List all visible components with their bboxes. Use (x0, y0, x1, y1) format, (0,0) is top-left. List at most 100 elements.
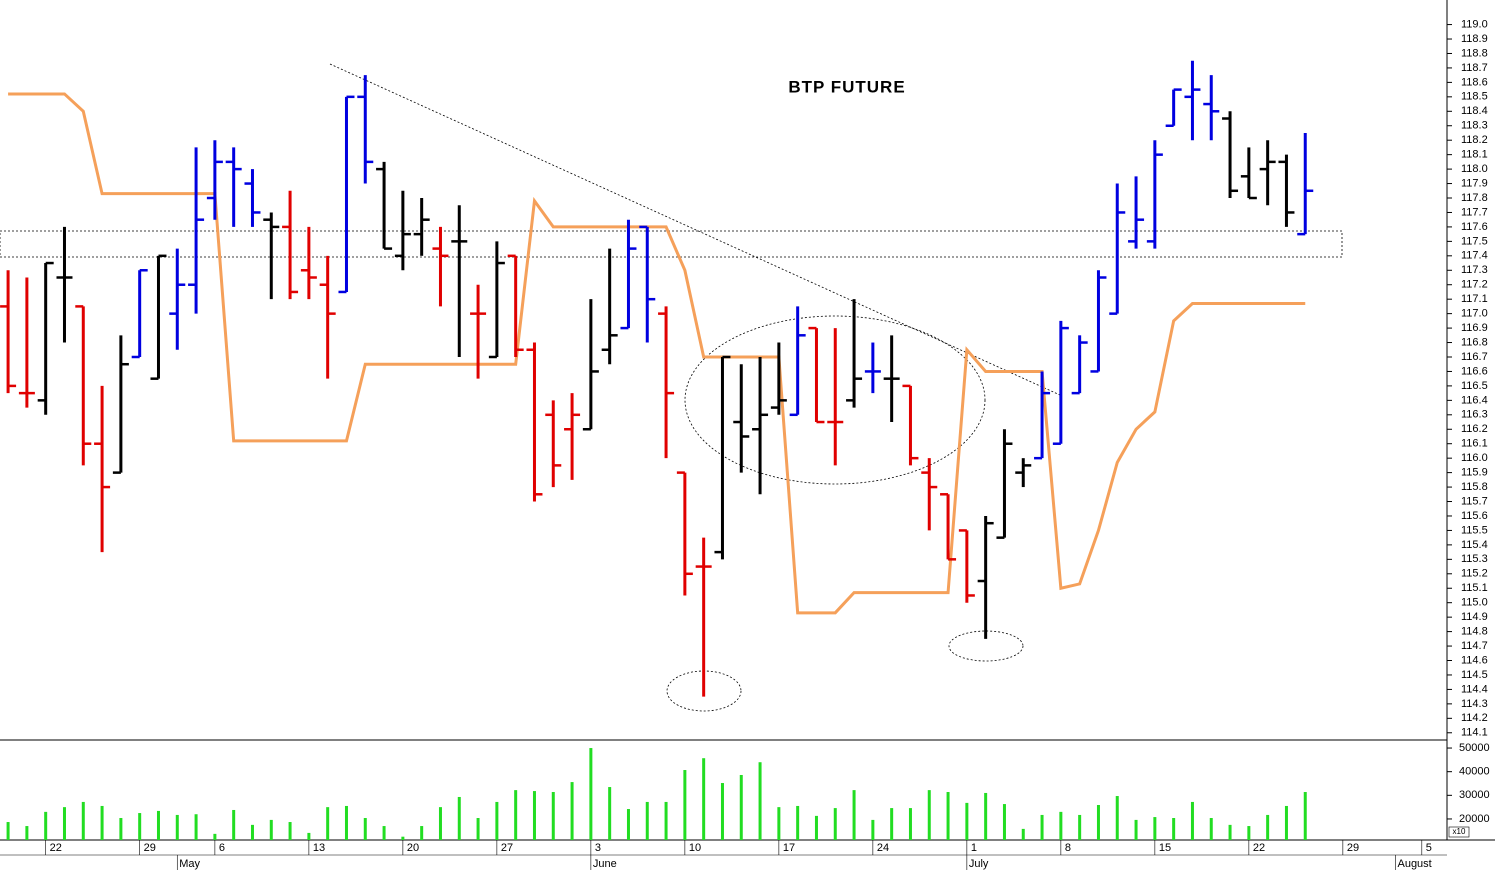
y-tick-label: 118.0 (1461, 163, 1488, 175)
unit-label: x10 (1453, 827, 1466, 836)
x-tick-label: 29 (144, 842, 156, 854)
volume-bar (1266, 814, 1270, 840)
volume-bar (1059, 811, 1063, 840)
y-tick-label: 115.3 (1461, 553, 1488, 565)
volume-bar (363, 818, 367, 840)
volume-bar (344, 805, 348, 840)
y-tick-label: 115.1 (1461, 582, 1488, 594)
y-tick-label: 118.2 (1461, 134, 1488, 146)
y-tick-label: 114.1 (1461, 727, 1488, 739)
volume-bar (777, 807, 781, 840)
y-tick-label: 116.9 (1461, 322, 1488, 334)
y-tick-label: 116.0 (1461, 452, 1488, 464)
y-tick-label: 118.6 (1461, 76, 1488, 88)
volume-bar (1303, 792, 1307, 840)
volume-bar (250, 824, 254, 840)
y-tick-label: 30000 (1459, 789, 1490, 801)
y-tick-label: 115.2 (1461, 568, 1488, 580)
y-tick-label: 115.6 (1461, 510, 1488, 522)
volume-bar (890, 808, 894, 840)
volume-bar (100, 805, 104, 840)
y-tick-label: 116.5 (1461, 380, 1488, 392)
volume-bar (532, 791, 536, 840)
volume-bar (1021, 828, 1025, 840)
volume-bar (269, 819, 273, 840)
y-tick-label: 116.1 (1461, 438, 1488, 450)
y-tick-label: 114.8 (1461, 626, 1488, 638)
x-tick-label: 29 (1347, 842, 1359, 854)
y-tick-label: 115.7 (1461, 495, 1488, 507)
x-tick-label: 5 (1426, 842, 1432, 854)
volume-bar (927, 790, 931, 840)
x-tick-label: 22 (50, 842, 62, 854)
volume-bar (852, 790, 856, 840)
volume-bar (457, 796, 461, 840)
volume-bar (232, 809, 236, 840)
y-tick-label: 117.3 (1461, 264, 1488, 276)
y-tick-label: 116.3 (1461, 409, 1488, 421)
y-tick-label: 115.9 (1461, 467, 1488, 479)
x-tick-label: 27 (501, 842, 513, 854)
y-tick-label: 115.0 (1461, 597, 1488, 609)
highlight-ellipse (684, 315, 986, 485)
x-tick-label: 6 (219, 842, 225, 854)
y-tick-label: 118.4 (1461, 105, 1488, 117)
x-tick-label: 10 (689, 842, 701, 854)
volume-bar (62, 807, 66, 840)
volume-bar (288, 822, 292, 840)
month-label: May (179, 858, 200, 870)
volume-bar (382, 826, 386, 840)
x-tick-label: 13 (313, 842, 325, 854)
volume-bar (213, 833, 217, 840)
volume-bar (984, 792, 988, 840)
y-tick-label: 115.8 (1461, 481, 1488, 493)
volume-bar (6, 822, 10, 840)
month-label: June (593, 858, 617, 870)
x-tick-label: 1 (971, 842, 977, 854)
volume-bar (420, 826, 424, 840)
y-tick-label: 116.6 (1461, 365, 1488, 377)
x-tick-label: 3 (595, 842, 601, 854)
x-tick-label: 8 (1065, 842, 1071, 854)
volume-bar (476, 818, 480, 840)
volume-bar (1078, 814, 1082, 840)
y-tick-label: 114.3 (1461, 698, 1488, 710)
volume-bar (1134, 819, 1138, 840)
y-tick-label: 117.7 (1461, 206, 1488, 218)
x-tick-label: 17 (783, 842, 795, 854)
volume-bar (194, 814, 198, 840)
volume-bar (908, 808, 912, 840)
volume-bar (25, 826, 29, 840)
volume-bar (551, 792, 555, 840)
x-tick-label: 20 (407, 842, 419, 854)
x-tick-label: 15 (1159, 842, 1171, 854)
volume-bar (814, 815, 818, 840)
y-tick-label: 115.4 (1461, 539, 1488, 551)
volume-bar (514, 790, 518, 840)
x-tick-label: 24 (877, 842, 889, 854)
volume-bar (965, 802, 969, 840)
y-tick-label: 118.8 (1461, 47, 1488, 59)
y-tick-label: 118.9 (1461, 33, 1488, 45)
volume-bar (1190, 801, 1194, 840)
volume-bar (138, 813, 142, 840)
y-tick-label: 118.7 (1461, 62, 1488, 74)
y-tick-label: 118.1 (1461, 149, 1488, 161)
y-tick-label: 50000 (1459, 742, 1490, 754)
volume-bar (1153, 817, 1157, 840)
volume-bar (664, 801, 668, 840)
volume-bar (1228, 824, 1232, 840)
volume-bar (796, 805, 800, 840)
volume-bar (1172, 818, 1176, 840)
volume-bar (495, 801, 499, 840)
y-tick-label: 117.1 (1461, 293, 1488, 305)
volume-bar (401, 836, 405, 840)
volume-bar (307, 832, 311, 840)
indicator-line (8, 92, 1306, 615)
volume-bar (758, 762, 762, 840)
y-tick-label: 116.7 (1461, 351, 1488, 363)
y-tick-label: 117.0 (1461, 308, 1488, 320)
volume-bar (589, 748, 593, 840)
volume-bar (720, 783, 724, 840)
